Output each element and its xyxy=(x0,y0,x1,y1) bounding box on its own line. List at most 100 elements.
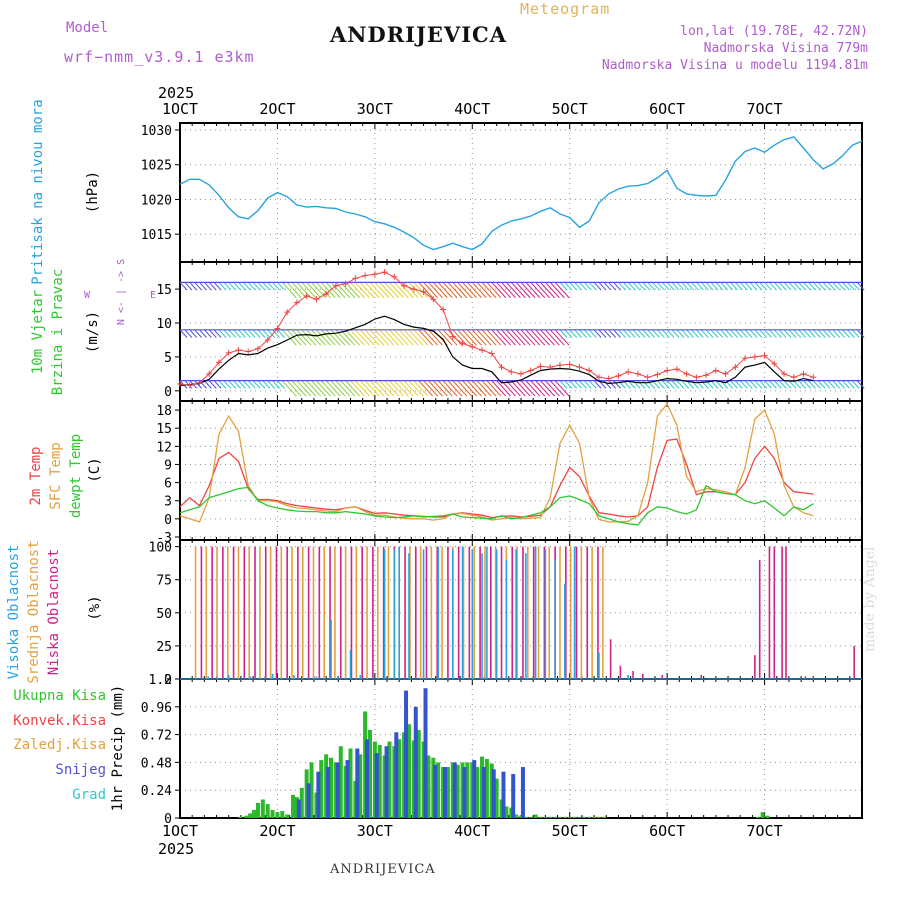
precip-rain-bar xyxy=(755,816,760,818)
wind-barb xyxy=(423,282,438,299)
wind-gust-marker xyxy=(771,360,778,367)
wind-barb xyxy=(554,282,570,299)
wind-barb xyxy=(574,329,582,338)
wind-barb xyxy=(467,329,482,346)
wind-barb xyxy=(203,329,212,338)
wind-gust-marker xyxy=(186,382,193,389)
wind-barb xyxy=(808,282,816,291)
wind-barb xyxy=(783,282,792,291)
wind-barb xyxy=(681,380,690,389)
wind-barb xyxy=(199,282,207,291)
wind-barb xyxy=(393,380,409,397)
wind-barb xyxy=(442,329,458,346)
wind-gust-marker xyxy=(196,379,203,386)
wind-barb xyxy=(301,329,317,346)
wind-barb xyxy=(311,329,326,346)
x-tick-label-bottom: 7OCT xyxy=(747,822,783,840)
wind-barb xyxy=(851,380,860,389)
wind-barb xyxy=(418,329,434,346)
wind-barb xyxy=(471,380,487,397)
wind-gust-marker xyxy=(215,359,222,366)
wind-barb xyxy=(803,282,811,291)
wind-barb xyxy=(832,380,841,389)
wind-barb xyxy=(486,380,502,397)
precip-snow-bar xyxy=(520,767,525,818)
wind-barb xyxy=(208,380,217,389)
wind-barb xyxy=(467,282,482,299)
wind-gust-line xyxy=(179,271,814,386)
wind-barb xyxy=(330,329,346,346)
x-tick-label-top: 6OCT xyxy=(649,100,685,118)
wind-barb xyxy=(588,282,597,291)
wind-barb xyxy=(418,282,434,299)
wind-barb xyxy=(603,380,612,389)
y-tick-label: 18 xyxy=(156,404,172,419)
wind-gust-marker xyxy=(576,364,583,371)
wind-barb xyxy=(457,329,473,346)
wind-barb xyxy=(413,380,429,397)
wind-barb xyxy=(608,282,617,291)
wind-barb xyxy=(671,329,680,338)
wind-gust-marker xyxy=(508,368,515,375)
wind-gust-marker xyxy=(479,347,486,354)
wind-barb xyxy=(389,329,404,346)
precip-rain-bar xyxy=(587,816,592,818)
wind-barb xyxy=(462,380,477,397)
y-tick-label: 0 xyxy=(164,673,172,688)
wind-barb xyxy=(803,380,811,389)
wind-barb xyxy=(657,282,665,291)
wind-barb xyxy=(783,329,792,338)
wind-barb xyxy=(252,282,261,291)
wind-barb xyxy=(413,282,429,299)
wind-barb xyxy=(242,282,251,291)
wind-barb xyxy=(291,329,307,346)
precip-snow-bar xyxy=(443,767,448,818)
wind-barb xyxy=(720,282,729,291)
wind-barb xyxy=(325,329,341,346)
wind-barb xyxy=(725,282,733,291)
wind-barb xyxy=(189,329,198,338)
precip-rain-bar xyxy=(455,764,460,818)
wind-barb xyxy=(798,329,807,338)
wind-barb xyxy=(423,329,438,346)
wind-gust-marker xyxy=(722,370,729,377)
wind-barb xyxy=(457,282,473,299)
wind-barb xyxy=(257,380,266,389)
wind-title-line1: 10m Vjetar xyxy=(30,290,46,374)
y-tick-label: 1.2 xyxy=(149,673,172,688)
wind-barb xyxy=(661,282,670,291)
wind-gust-marker xyxy=(518,370,524,377)
wind-barb xyxy=(384,282,399,299)
wind-barb xyxy=(398,282,414,299)
wind-barb xyxy=(203,380,212,389)
temp-sfc-line xyxy=(179,402,814,523)
wind-barb xyxy=(272,282,280,291)
wind-barb xyxy=(223,329,232,338)
wind-barb xyxy=(218,380,227,389)
x-tick-label-bottom: 1OCT xyxy=(162,822,198,840)
precip-rain-bar xyxy=(367,729,372,818)
wind-speed-line xyxy=(179,315,814,386)
precip-rain-bar xyxy=(329,757,334,818)
year-label-top: 2025 xyxy=(158,84,194,102)
wind-barb xyxy=(369,380,385,397)
wind-barb xyxy=(306,282,322,299)
wind-barb xyxy=(506,329,521,346)
wind-title-line2: Brzina i Pravac xyxy=(50,269,66,395)
cloud-title-low: Niska Oblacnost xyxy=(46,549,62,675)
wind-barb xyxy=(773,380,782,389)
wind-barb xyxy=(744,329,753,338)
y-tick-label: 15 xyxy=(156,422,172,437)
precip-rain-bar xyxy=(255,802,260,818)
wind-gust-marker xyxy=(177,381,183,388)
wind-barb xyxy=(501,329,516,346)
wind-barb xyxy=(778,282,787,291)
precip-rain-bar xyxy=(252,809,257,818)
wind-barb xyxy=(559,329,568,338)
precip-rain-bar xyxy=(582,816,587,818)
wind-gust-marker xyxy=(206,370,213,377)
wind-barb xyxy=(798,380,807,389)
precip-rain-bar xyxy=(765,815,770,818)
wind-barb xyxy=(856,282,865,291)
wind-barb xyxy=(530,329,546,346)
